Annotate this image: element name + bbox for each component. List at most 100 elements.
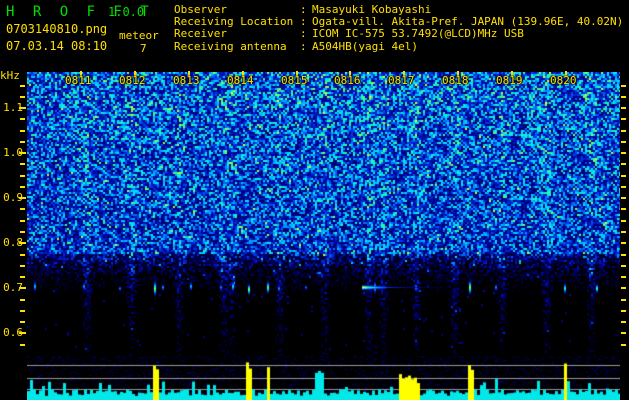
station-info-row: Receiver: ICOM IC-575 53.7492(@LCD)MHz US… — [174, 28, 623, 40]
yaxis-minor-tick — [20, 309, 25, 312]
yaxis-minor-tick-right — [621, 197, 626, 200]
yaxis-label: 1.0 — [3, 146, 23, 160]
spectrogram-panel: kHz 1.1 1.0 0.9 0.8 0.7 0.6 0811 0812 0813 0814 0… — [0, 70, 629, 400]
xaxis-label: 0817 — [388, 74, 415, 87]
yaxis-minor-tick-right — [621, 287, 626, 290]
amplitude-strip-chart — [27, 356, 620, 400]
yaxis-minor-tick — [20, 129, 25, 132]
yaxis-major-tick — [19, 107, 26, 110]
xaxis-tick — [511, 71, 513, 76]
yaxis-minor-tick-right — [621, 264, 626, 267]
station-info-rows: Observer: Masayuki Kobayashi Receiving Loc… — [174, 3, 623, 53]
yaxis-minor-tick-right — [621, 208, 626, 211]
meteor-label: meteor — [119, 29, 159, 42]
yaxis-major-tick — [19, 152, 26, 155]
yaxis-minor-tick-right — [621, 95, 626, 98]
station-info-row: Receiving antenna: A504HB(yagi 4el) — [174, 39, 623, 53]
yaxis-minor-tick-right — [621, 321, 626, 324]
xaxis-label: 0811 — [65, 74, 92, 87]
xaxis-label: 0813 — [173, 74, 200, 87]
station-info-key: Receiver — [174, 27, 227, 41]
datetime-label: 07.03.14 08:10 — [6, 39, 108, 53]
station-info-value: Masayuki Kobayashi — [312, 3, 432, 16]
yaxis-minor-tick — [20, 163, 25, 166]
xaxis-label: 0814 — [227, 74, 254, 87]
yaxis-minor-tick-right — [621, 129, 626, 132]
yaxis-minor-tick — [20, 264, 25, 267]
station-info-colon: : — [300, 39, 307, 53]
yaxis-minor-tick-right — [621, 152, 626, 155]
yaxis-minor-tick-right — [621, 84, 626, 87]
yaxis-label: 0.7 — [3, 281, 23, 295]
header-bar: H R O F F T 1.0.0 0703140810.png 07.03.1… — [0, 0, 629, 70]
yaxis-minor-tick — [20, 253, 25, 256]
yaxis-minor-tick-right — [621, 309, 626, 312]
yaxis-minor-tick — [20, 140, 25, 143]
yaxis-minor-tick-right — [621, 163, 626, 166]
station-info-value: A504HB(yagi 4el) — [312, 39, 418, 53]
station-info-row: Observer: Masayuki Kobayashi — [174, 3, 623, 16]
xaxis-tick — [565, 71, 567, 76]
yaxis-minor-tick-right — [621, 118, 626, 121]
yaxis-minor-tick — [20, 231, 25, 234]
yaxis-minor-tick — [20, 298, 25, 301]
app-version: 1.0.0 — [108, 5, 145, 19]
spectrogram-canvas — [27, 72, 620, 356]
yaxis-minor-tick-right — [621, 242, 626, 245]
yaxis-major-tick — [19, 287, 26, 290]
station-info-row: Receiving Location: Ogata-vill. Akita-Pre… — [174, 15, 623, 29]
yaxis-minor-tick — [20, 343, 25, 346]
yaxis-minor-tick — [20, 118, 25, 121]
station-info-colon: : — [300, 27, 307, 41]
station-info-value: ICOM IC-575 53.7492(@LCD)MHz USB — [312, 27, 524, 41]
yaxis-label: 1.1 — [3, 101, 23, 115]
station-info-colon: : — [300, 3, 307, 16]
yaxis-major-tick — [19, 242, 26, 245]
yaxis-major-tick — [19, 197, 26, 200]
yaxis-minor-tick-right — [621, 174, 626, 177]
yaxis-minor-tick-right — [621, 298, 626, 301]
xaxis-tick — [403, 71, 405, 76]
station-info-key: Observer — [174, 3, 227, 16]
filename-label: 0703140810.png — [6, 22, 108, 36]
xaxis-label: 0815 — [281, 74, 308, 87]
xaxis-tick — [242, 71, 244, 76]
station-info-table: Observer: Masayuki Kobayashi Receiving Loc… — [174, 3, 623, 53]
xaxis-label: 0820 — [550, 74, 577, 87]
xaxis-tick — [296, 71, 298, 76]
xaxis-label: 0812 — [119, 74, 146, 87]
yaxis-label: 0.8 — [3, 236, 23, 250]
app-title: H R O F F T — [6, 4, 154, 20]
xaxis-label: 0818 — [442, 74, 469, 87]
meteor-count: 7 — [140, 42, 147, 55]
yaxis-minor-tick-right — [621, 276, 626, 279]
yaxis-minor-tick — [20, 95, 25, 98]
yaxis-minor-tick — [20, 174, 25, 177]
yaxis-minor-tick-right — [621, 107, 626, 110]
spectrogram-image — [27, 72, 620, 356]
xaxis-tick — [80, 71, 82, 76]
station-info-key: Receiving antenna — [174, 39, 287, 53]
yaxis-minor-tick — [20, 321, 25, 324]
yaxis-major-tick — [19, 332, 26, 335]
xaxis-label: 0816 — [334, 74, 361, 87]
xaxis-tick — [188, 71, 190, 76]
yaxis-minor-tick — [20, 219, 25, 222]
yaxis-minor-tick — [20, 276, 25, 279]
yaxis-minor-tick-right — [621, 253, 626, 256]
station-info-key: Receiving Location — [174, 15, 294, 29]
yaxis-minor-tick — [20, 185, 25, 188]
xaxis-tick — [134, 71, 136, 76]
xaxis-tick — [457, 71, 459, 76]
yaxis-minor-tick-right — [621, 343, 626, 346]
xaxis-tick — [349, 71, 351, 76]
yaxis-label: 0.9 — [3, 191, 23, 205]
yaxis-unit-label: kHz — [0, 70, 20, 82]
yaxis-label: 0.6 — [3, 326, 23, 340]
amplitude-canvas — [27, 356, 620, 400]
xaxis-label: 0819 — [496, 74, 523, 87]
yaxis-minor-tick-right — [621, 332, 626, 335]
yaxis-minor-tick-right — [621, 140, 626, 143]
yaxis-minor-tick-right — [621, 231, 626, 234]
